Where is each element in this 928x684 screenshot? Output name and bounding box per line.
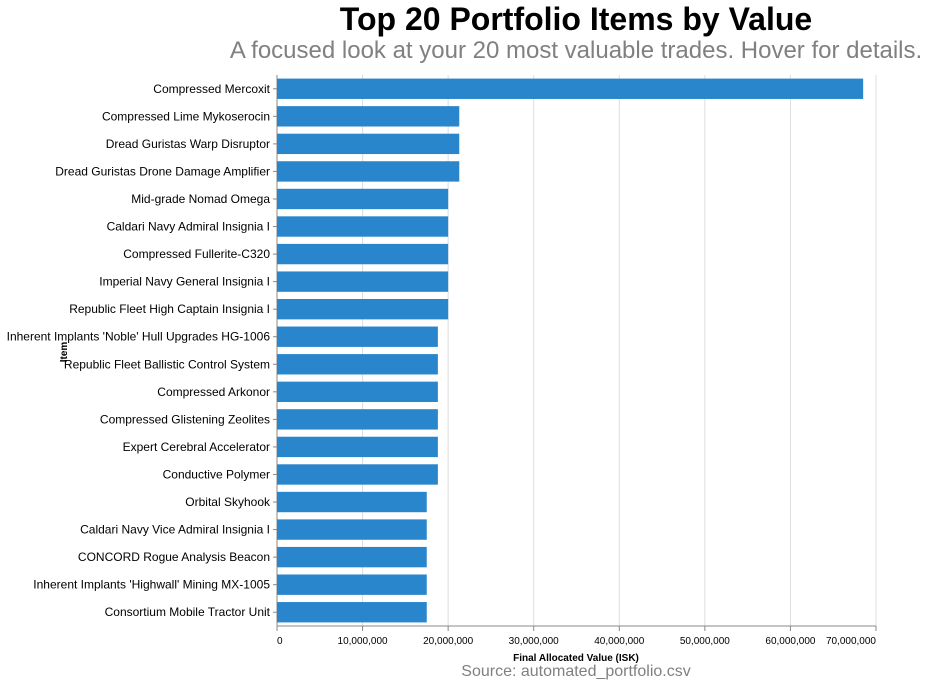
bar[interactable] [277, 574, 427, 595]
bar[interactable] [277, 106, 460, 127]
y-axis-title: Item [59, 342, 70, 363]
bar[interactable] [277, 326, 438, 347]
y-tick-label: CONCORD Rogue Analysis Beacon [78, 550, 270, 564]
bar[interactable] [277, 354, 438, 375]
chart-title: Top 20 Portfolio Items by Value [340, 1, 812, 37]
y-tick-label: Compressed Arkonor [157, 385, 270, 399]
x-tick-label: 70,000,000 [826, 636, 876, 647]
gridlines [276, 75, 877, 627]
bar[interactable] [277, 436, 438, 458]
y-tick-label: Caldari Navy Vice Admiral Insignia I [80, 523, 270, 537]
x-tick-label: 10,000,000 [338, 636, 388, 647]
x-tick-label: 0 [277, 636, 283, 647]
y-tick-label: Republic Fleet High Captain Insignia I [69, 302, 270, 316]
x-tick-label: 40,000,000 [594, 636, 644, 647]
bar[interactable] [277, 161, 460, 182]
y-tick-label: Republic Fleet Ballistic Control System [64, 357, 270, 371]
x-tick-label: 30,000,000 [509, 636, 559, 647]
y-axis-labels: Compressed Mercoxit Compressed Lime Mykos… [7, 82, 277, 619]
bar[interactable] [277, 78, 864, 99]
bar[interactable] [277, 491, 427, 513]
x-axis-title: Final Allocated Value (ISK) [513, 653, 639, 664]
chart-subtitle: A focused look at your 20 most valuable … [230, 37, 922, 64]
bar[interactable] [277, 271, 449, 292]
y-tick-label: Inherent Implants 'Noble' Hull Upgrades … [7, 330, 271, 344]
bars [277, 78, 864, 623]
bar[interactable] [277, 188, 449, 210]
bar[interactable] [277, 381, 438, 403]
bar[interactable] [277, 464, 438, 485]
y-tick-label: Compressed Mercoxit [153, 82, 270, 96]
x-tick-label: 60,000,000 [765, 636, 815, 647]
y-tick-label: Dread Guristas Warp Disruptor [106, 137, 270, 151]
y-tick-label: Compressed Lime Mykoserocin [102, 109, 270, 123]
y-tick-label: Inherent Implants 'Highwall' Mining MX-1… [33, 578, 270, 592]
bar[interactable] [277, 602, 427, 623]
y-tick-label: Conductive Polymer [163, 467, 270, 481]
y-tick-label: Imperial Navy General Insignia I [99, 275, 270, 289]
y-tick-label: Consortium Mobile Tractor Unit [105, 605, 271, 619]
y-tick-label: Compressed Glistening Zeolites [100, 412, 270, 426]
bar[interactable] [277, 409, 438, 430]
x-tick-label: 50,000,000 [680, 636, 730, 647]
y-tick-label: Compressed Fullerite-C320 [123, 247, 270, 261]
bar[interactable] [277, 546, 427, 568]
y-tick-label: Mid-grade Nomad Omega [131, 192, 270, 206]
y-tick-label: Orbital Skyhook [185, 495, 271, 509]
x-tick-label: 20,000,000 [423, 636, 473, 647]
bar[interactable] [277, 243, 449, 265]
bar[interactable] [277, 216, 449, 237]
y-tick-label: Expert Cerebral Accelerator [123, 440, 270, 454]
bar[interactable] [277, 519, 427, 540]
plot-area: Compressed Mercoxit Compressed Lime Mykos… [7, 75, 877, 647]
source-note: Source: automated_portfolio.csv [461, 663, 690, 680]
bar[interactable] [277, 133, 460, 155]
bar[interactable] [277, 298, 449, 320]
y-tick-label: Caldari Navy Admiral Insignia I [107, 220, 270, 234]
x-axis-ticks: 0 10,000,000 20,000,000 30,000,000 40,000,00… [276, 626, 877, 647]
y-tick-label: Dread Guristas Drone Damage Amplifier [55, 164, 270, 178]
